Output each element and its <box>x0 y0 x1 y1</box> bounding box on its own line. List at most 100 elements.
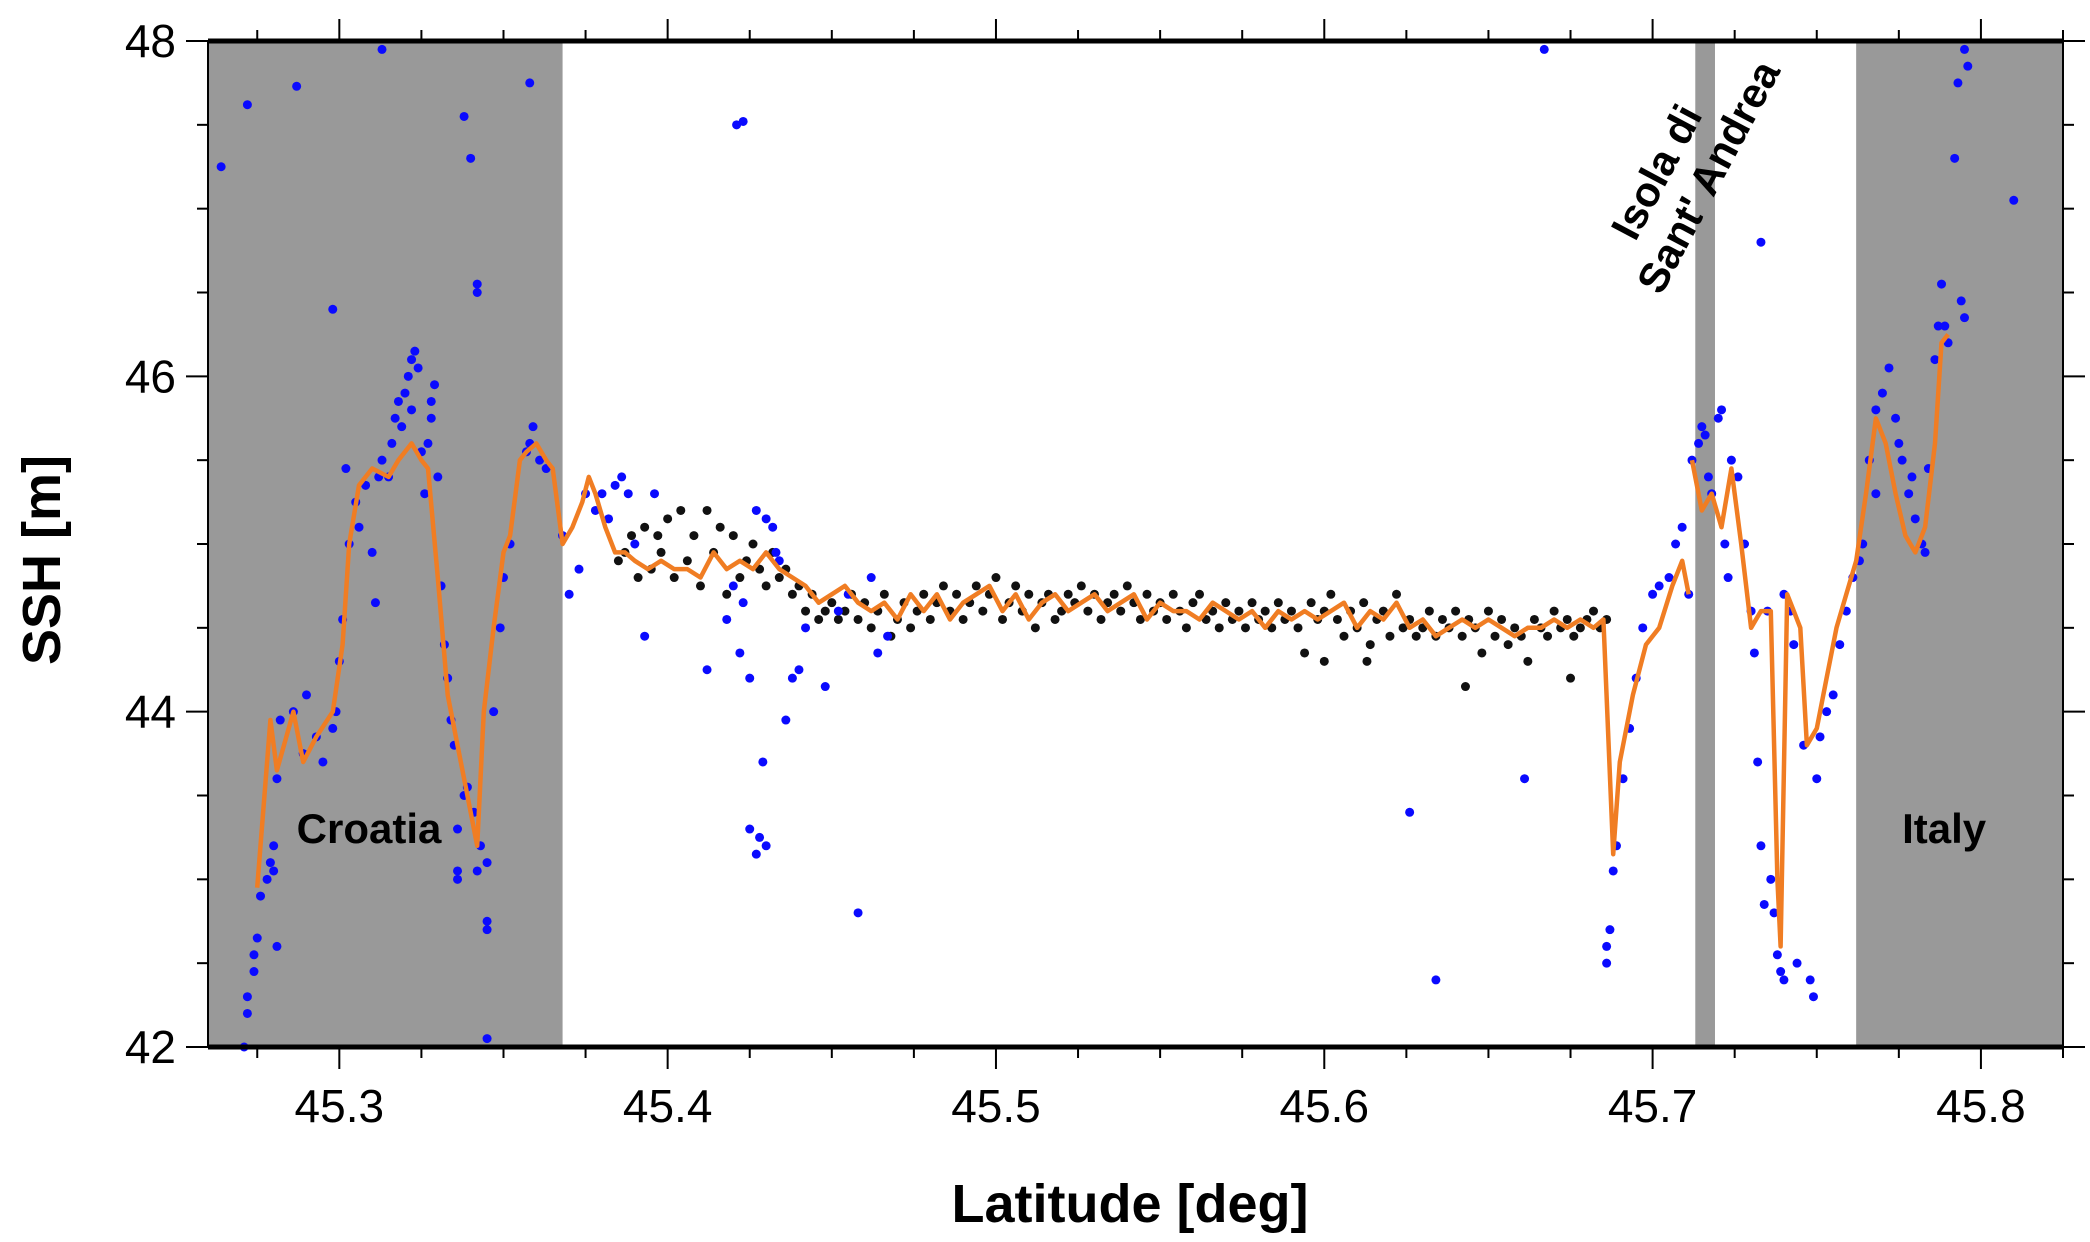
blue-point <box>354 522 364 532</box>
x-tick-label: 45.4 <box>623 1080 713 1132</box>
black-points <box>613 505 1612 692</box>
black-point <box>938 581 948 591</box>
black-point <box>1562 614 1572 624</box>
blue-point <box>873 648 883 658</box>
blue-point <box>482 858 492 868</box>
y-tick-label: 42 <box>125 1021 176 1073</box>
black-point <box>695 581 705 591</box>
blue-point <box>758 757 768 767</box>
blue-point <box>604 514 614 524</box>
black-point <box>669 573 679 583</box>
blue-point <box>1779 975 1789 985</box>
blue-point <box>1894 438 1904 448</box>
black-point <box>820 606 830 616</box>
blue-point <box>1789 640 1799 650</box>
black-point <box>613 556 623 566</box>
black-point <box>1096 614 1106 624</box>
x-axis-title: Latitude [deg] <box>952 1174 1309 1234</box>
blue-point <box>301 690 311 700</box>
blue-point <box>426 396 436 406</box>
black-point <box>1437 614 1447 624</box>
black-point <box>1503 640 1513 650</box>
blue-point <box>370 598 380 608</box>
blue-point <box>341 464 351 474</box>
blue-point <box>269 841 279 851</box>
blue-point <box>1766 874 1776 884</box>
blue-point <box>453 866 463 876</box>
blue-point <box>1805 975 1815 985</box>
x-tick-label: 45.7 <box>1608 1080 1698 1132</box>
blue-point <box>623 489 633 499</box>
black-point <box>1116 606 1126 616</box>
black-point <box>1181 623 1191 633</box>
y-tick-label: 44 <box>125 686 176 738</box>
y-axis-title: SSH [m] <box>12 455 72 665</box>
black-point <box>1030 623 1040 633</box>
black-point <box>1457 631 1467 641</box>
blue-point <box>787 673 797 683</box>
black-point <box>801 606 811 616</box>
blue-point <box>640 631 650 641</box>
black-point <box>1569 631 1579 641</box>
blue-point <box>564 589 574 599</box>
blue-point <box>1605 925 1615 935</box>
blue-point <box>751 505 761 515</box>
black-point <box>722 589 732 599</box>
blue-point <box>820 682 830 692</box>
blue-point <box>1654 581 1664 591</box>
blue-point <box>1904 489 1914 499</box>
blue-point <box>1405 807 1415 817</box>
blue-point <box>738 116 748 126</box>
black-point <box>1300 648 1310 658</box>
black-point <box>702 505 712 515</box>
blue-point <box>1792 958 1802 968</box>
black-point <box>1529 614 1539 624</box>
blue-point <box>535 455 545 465</box>
blue-point <box>761 841 771 851</box>
blue-point <box>1956 296 1966 306</box>
black-point <box>1083 606 1093 616</box>
black-point <box>1109 589 1119 599</box>
blue-point <box>292 81 302 91</box>
blue-point <box>1608 866 1618 876</box>
blue-point <box>1776 967 1786 977</box>
black-point <box>1162 614 1172 624</box>
black-point <box>1188 598 1198 608</box>
blue-point <box>525 78 535 88</box>
blue-point <box>1720 539 1730 549</box>
black-point <box>991 573 1001 583</box>
blue-point <box>269 866 279 876</box>
axis-ticks: 45.3 45.4 45.5 45.6 45.7 45.8 42 44 46 48 <box>125 15 2085 1132</box>
blue-point <box>252 933 262 943</box>
black-point <box>774 573 784 583</box>
blue-point <box>1756 237 1766 247</box>
black-point <box>1319 656 1329 666</box>
black-point <box>735 573 745 583</box>
blue-point <box>466 153 476 163</box>
ssh-line-1 <box>1689 333 1950 949</box>
black-point <box>1234 606 1244 616</box>
black-point <box>1510 623 1520 633</box>
black-point <box>1460 682 1470 692</box>
blue-point <box>1749 648 1759 658</box>
black-point <box>640 522 650 532</box>
blue-point <box>745 673 755 683</box>
blue-point <box>482 916 492 926</box>
blue-point <box>1694 438 1704 448</box>
blue-point <box>1671 539 1681 549</box>
black-point <box>1543 631 1553 641</box>
blue-point <box>1877 388 1887 398</box>
black-point <box>840 606 850 616</box>
blue-point <box>1726 455 1736 465</box>
blue-point <box>1677 522 1687 532</box>
blue-point <box>702 665 712 675</box>
blue-point <box>1713 413 1723 423</box>
blue-point <box>216 162 226 172</box>
blue-point <box>242 1008 252 1018</box>
blue-point <box>574 564 584 574</box>
region-label-croatia: Croatia <box>297 805 442 852</box>
blue-point <box>610 480 620 490</box>
black-point <box>1451 606 1461 616</box>
blue-point <box>472 288 482 297</box>
blue-point <box>1930 355 1940 365</box>
